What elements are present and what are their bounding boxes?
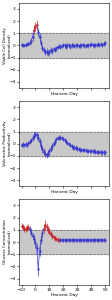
Bar [19,131,109,156]
X-axis label: Harvest Day: Harvest Day [51,293,77,297]
Bar [19,230,109,254]
Bar [19,33,109,58]
Y-axis label: Glucose Concentration
(normalized): Glucose Concentration (normalized) [3,220,11,264]
X-axis label: Harvest Day: Harvest Day [51,190,77,194]
Y-axis label: Volumetric Productivity
(normalized): Volumetric Productivity (normalized) [3,121,11,166]
Y-axis label: Viable Cell Density
(normalized): Viable Cell Density (normalized) [3,27,11,64]
X-axis label: Harvest Day: Harvest Day [51,92,77,95]
